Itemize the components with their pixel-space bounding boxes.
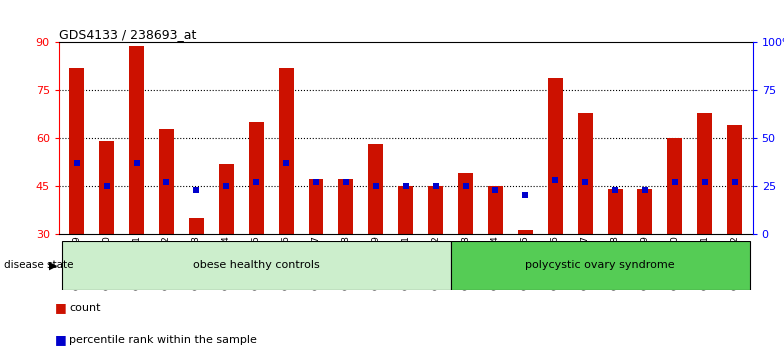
Bar [428, 186, 443, 234]
Bar [548, 78, 563, 234]
Bar [69, 68, 84, 234]
Bar [368, 144, 383, 234]
Text: ■: ■ [55, 302, 67, 314]
Bar [99, 141, 114, 234]
Bar [518, 230, 533, 234]
Text: polycystic ovary syndrome: polycystic ovary syndrome [525, 261, 675, 270]
Bar [488, 186, 503, 234]
Bar [578, 113, 593, 234]
Bar [728, 125, 742, 234]
Bar [189, 218, 204, 234]
Bar [309, 179, 324, 234]
Text: obese healthy controls: obese healthy controls [193, 261, 320, 270]
Bar [219, 164, 234, 234]
Bar [129, 46, 144, 234]
Bar [159, 129, 174, 234]
Bar [697, 113, 713, 234]
Text: ■: ■ [55, 333, 67, 346]
Bar [458, 173, 473, 234]
Bar [608, 189, 622, 234]
Bar [62, 241, 451, 290]
Text: ▶: ▶ [49, 261, 57, 270]
Text: count: count [69, 303, 100, 313]
Bar [451, 241, 750, 290]
Bar [339, 179, 354, 234]
Bar [249, 122, 263, 234]
Bar [398, 186, 413, 234]
Text: disease state: disease state [4, 261, 74, 270]
Bar [637, 189, 652, 234]
Bar [667, 138, 682, 234]
Bar [278, 68, 293, 234]
Text: percentile rank within the sample: percentile rank within the sample [69, 335, 257, 345]
Text: GDS4133 / 238693_at: GDS4133 / 238693_at [59, 28, 196, 41]
